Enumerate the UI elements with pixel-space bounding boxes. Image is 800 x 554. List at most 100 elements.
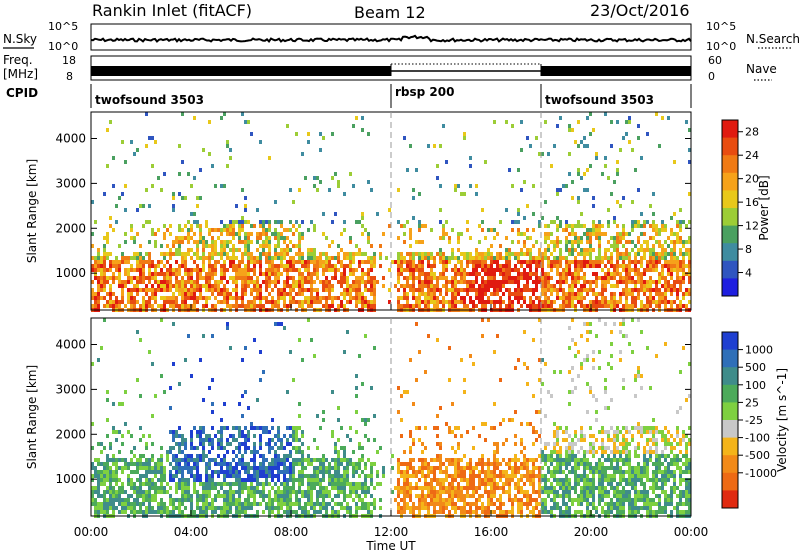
heatmap-cell [340,474,343,478]
heatmap-cell [442,228,445,232]
heatmap-cell [361,232,364,236]
heatmap-cell [334,486,337,490]
heatmap-cell [205,486,208,490]
heatmap-cell [244,276,247,280]
heatmap-cell [133,252,136,256]
heatmap-cell [145,462,148,466]
heatmap-cell [145,112,148,116]
heatmap-cell [136,208,139,212]
heatmap-cell [340,426,343,430]
heatmap-cell [412,252,415,256]
heatmap-cell [364,300,367,304]
heatmap-cell [430,458,433,462]
heatmap-cell [142,434,145,438]
heatmap-cell [241,300,244,304]
heatmap-cell [448,494,451,498]
heatmap-cell [652,192,655,196]
heatmap-cell [439,208,442,212]
heatmap-cell [343,276,346,280]
heatmap-cell [523,268,526,272]
heatmap-cell [568,224,571,228]
heatmap-cell [619,276,622,280]
heatmap-cell [466,430,469,434]
heatmap-cell [613,236,616,240]
heatmap-cell [313,176,316,180]
heatmap-cell [157,176,160,180]
heatmap-cell [577,260,580,264]
heatmap-cell [121,434,124,438]
heatmap-cell [598,304,601,308]
heatmap-cell [178,240,181,244]
heatmap-cell [106,252,109,256]
heatmap-cell [529,288,532,292]
heatmap-cell [658,144,661,148]
heatmap-cell [574,224,577,228]
heatmap-cell [154,288,157,292]
heatmap-cell [214,288,217,292]
heatmap-cell [664,288,667,292]
heatmap-cell [346,264,349,268]
heatmap-cell [232,244,235,248]
heatmap-cell [379,446,382,450]
heatmap-cell [121,498,124,502]
heatmap-cell [631,148,634,152]
heatmap-cell [367,232,370,236]
heatmap-cell [211,498,214,502]
noise-panel: N.Sky 10^5 10^0 10^5 10^0 N.Search [3,20,800,53]
heatmap-cell [253,442,256,446]
heatmap-cell [97,292,100,296]
heatmap-cell [649,280,652,284]
heatmap-cell [256,260,259,264]
heatmap-cell [646,240,649,244]
heatmap-cell [115,490,118,494]
heatmap-cell [505,288,508,292]
heatmap-cell [436,490,439,494]
heatmap-cell [424,474,427,478]
heatmap-cell [439,494,442,498]
heatmap-cell [454,292,457,296]
heatmap-cell [325,264,328,268]
heatmap-cell [145,260,148,264]
heatmap-cell [415,288,418,292]
heatmap-cell [256,478,259,482]
heatmap-cell [406,474,409,478]
heatmap-cell [367,502,370,506]
heatmap-cell [109,268,112,272]
heatmap-cell [445,268,448,272]
heatmap-cell [313,224,316,228]
heatmap-cell [565,300,568,304]
heatmap-cell [91,462,94,466]
heatmap-cell [217,236,220,240]
heatmap-cell [307,272,310,276]
heatmap-cell [670,256,673,260]
heatmap-cell [343,458,346,462]
heatmap-cell [112,228,115,232]
heatmap-cell [478,296,481,300]
heatmap-cell [115,474,118,478]
heatmap-cell [331,434,334,438]
heatmap-cell [478,256,481,260]
heatmap-cell [409,510,412,514]
heatmap-cell [106,276,109,280]
heatmap-cell [253,450,256,454]
heatmap-cell [556,228,559,232]
heatmap-cell [190,502,193,506]
heatmap-cell [634,260,637,264]
heatmap-cell [466,284,469,288]
heatmap-cell [502,490,505,494]
heatmap-cell [142,272,145,276]
heatmap-cell [403,462,406,466]
heatmap-cell [625,252,628,256]
heatmap-cell [469,486,472,490]
heatmap-cell [373,414,376,418]
heatmap-cell [484,470,487,474]
heatmap-cell [403,502,406,506]
heatmap-cell [301,304,304,308]
heatmap-cell [580,140,583,144]
heatmap-cell [568,304,571,308]
heatmap-cell [91,292,94,296]
heatmap-cell [274,256,277,260]
heatmap-cell [424,482,427,486]
heatmap-cell [235,280,238,284]
heatmap-cell [577,244,580,248]
